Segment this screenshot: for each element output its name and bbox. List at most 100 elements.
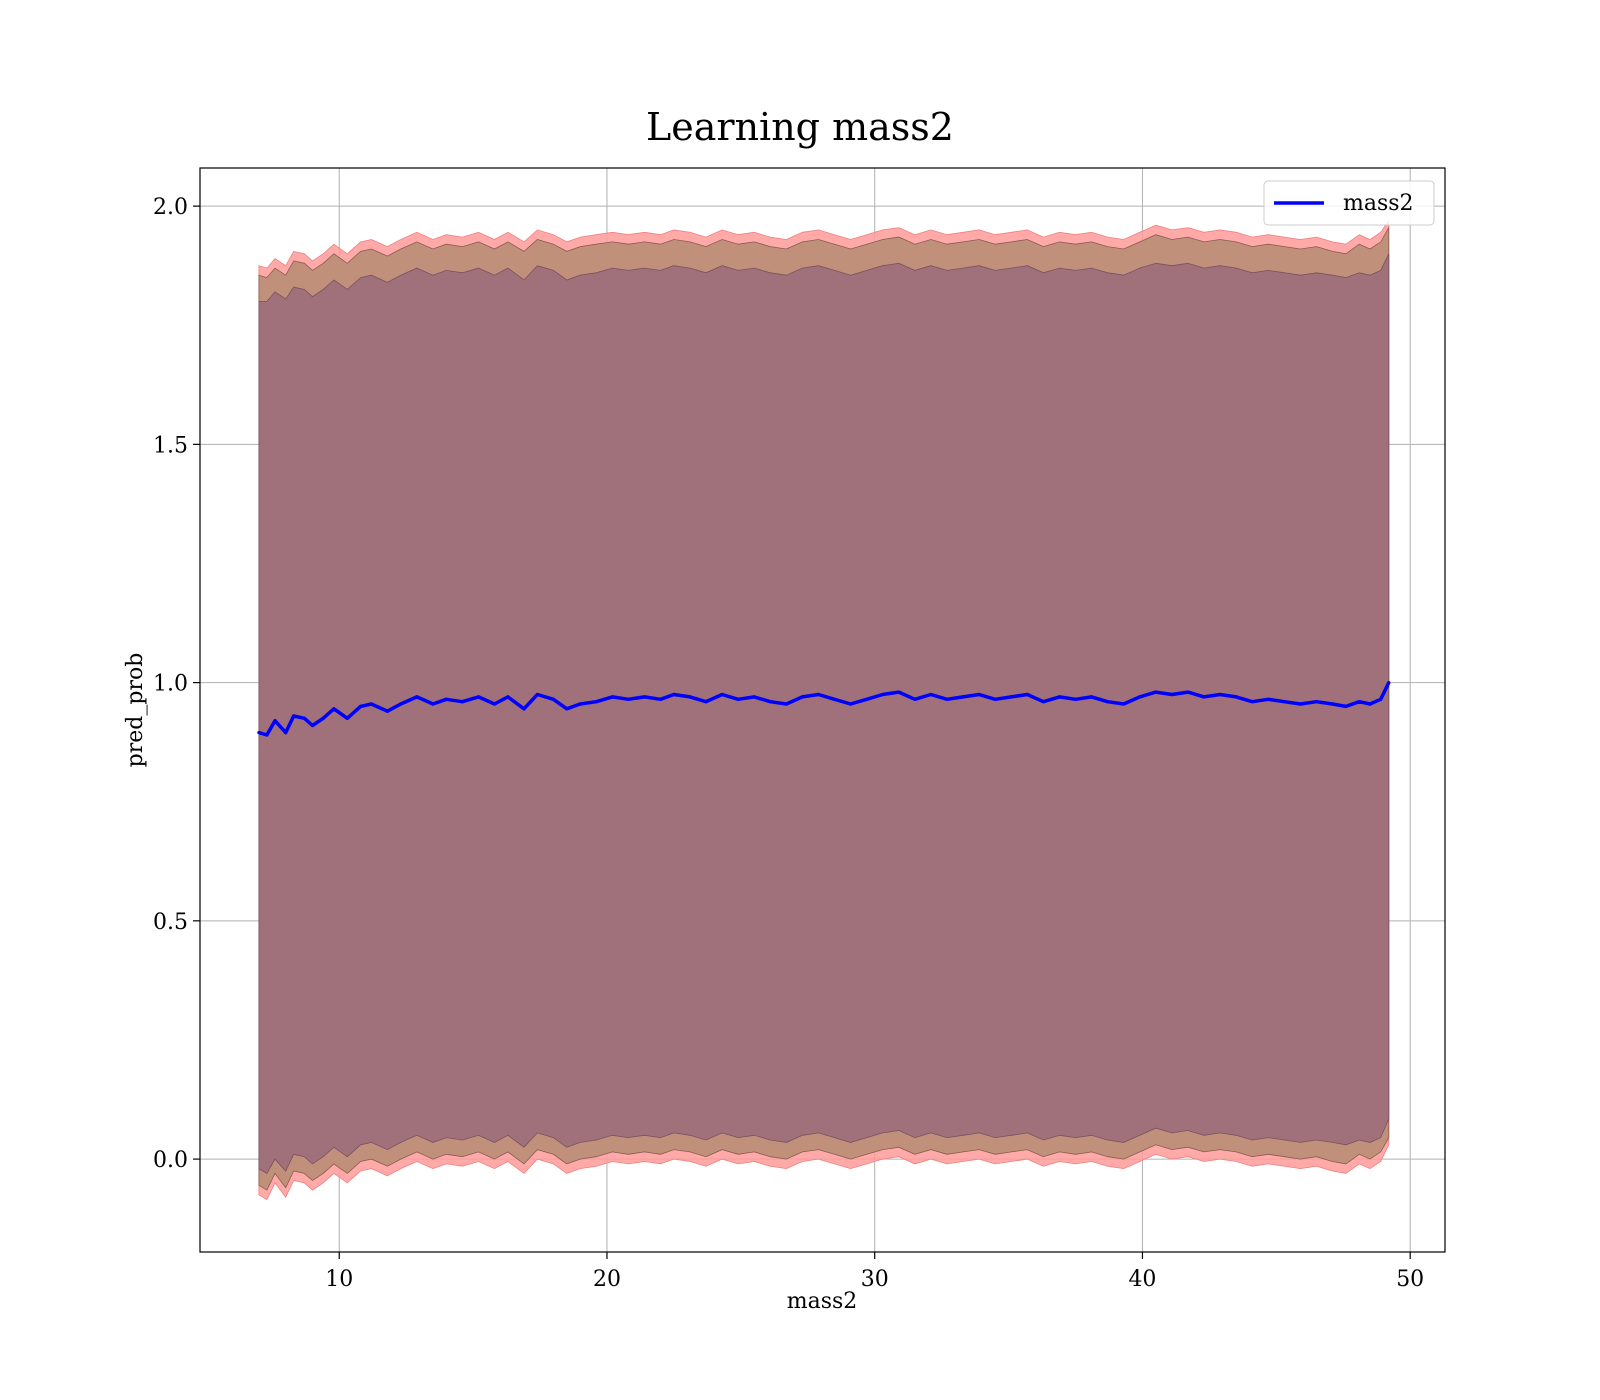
data-point	[522, 707, 526, 711]
data-point	[752, 695, 756, 699]
plot-frame	[199, 167, 1446, 1253]
x-axis-label: mass2	[787, 1289, 858, 1314]
data-point	[849, 702, 853, 706]
data-point	[1025, 692, 1029, 697]
data-point	[768, 700, 772, 704]
y-tick-label: 1.0	[153, 672, 188, 697]
data-point	[594, 700, 598, 704]
data-point	[961, 695, 965, 699]
data-point	[321, 716, 325, 720]
data-point	[1073, 697, 1078, 701]
data-point	[1090, 695, 1094, 699]
y-axis-label: pred_prob	[123, 653, 148, 768]
x-tick-label: 20	[593, 1267, 621, 1292]
y-tick-label: 0.0	[153, 1148, 188, 1173]
x-tick-label: 40	[1128, 1267, 1156, 1292]
y-tick-label: 1.5	[153, 433, 188, 458]
data-point	[1009, 695, 1013, 699]
x-tick-label: 10	[325, 1267, 353, 1292]
data-point	[578, 702, 582, 706]
data-point	[1357, 700, 1361, 704]
data-point	[736, 697, 740, 701]
data-point	[415, 695, 419, 699]
series-line-mass2	[258, 681, 1391, 737]
data-point	[704, 700, 708, 704]
data-point	[302, 716, 306, 720]
series-lines	[257, 681, 1391, 737]
data-point	[1122, 702, 1126, 706]
data-point	[1106, 700, 1110, 704]
data-point	[1330, 702, 1335, 706]
data-point	[832, 697, 837, 701]
data-point	[720, 692, 724, 697]
data-point	[816, 692, 821, 697]
legend: mass2	[1263, 180, 1435, 226]
data-point	[345, 716, 349, 720]
data-point	[658, 697, 663, 701]
data-point	[610, 695, 614, 699]
data-point	[273, 719, 277, 723]
data-point	[688, 695, 692, 699]
data-point	[1282, 700, 1286, 704]
confidence-bands	[258, 219, 1390, 1201]
ticks: 10 20 30 40 50 0.0 0.5 1.0 1.5 2.0	[153, 195, 1424, 1292]
data-point	[332, 707, 336, 711]
x-tick-label: 50	[1396, 1267, 1424, 1292]
data-point	[399, 702, 403, 706]
data-point	[897, 690, 901, 694]
data-point	[1041, 700, 1045, 704]
data-point	[945, 697, 949, 701]
data-point	[535, 692, 540, 697]
data-point	[310, 723, 315, 728]
data-point	[1218, 692, 1222, 697]
data-point	[292, 714, 296, 718]
data-point	[1298, 702, 1302, 706]
data-point	[1266, 697, 1270, 701]
data-point	[551, 697, 556, 701]
data-point	[565, 707, 569, 711]
data-point	[1379, 697, 1383, 701]
data-point	[431, 702, 435, 706]
chart-title: Learning mass2	[646, 105, 954, 149]
data-point	[800, 695, 805, 699]
y-tick-label: 2.0	[153, 195, 188, 220]
data-point	[881, 692, 885, 697]
data-point	[672, 692, 676, 697]
data-point	[913, 697, 917, 701]
data-point	[865, 697, 869, 701]
data-point	[460, 700, 464, 704]
data-point	[784, 702, 789, 706]
data-point	[444, 697, 448, 701]
data-point	[1186, 690, 1190, 694]
legend-label-mass2: mass2	[1343, 191, 1414, 216]
data-point	[1234, 695, 1238, 699]
data-point	[265, 733, 269, 737]
band-core	[258, 253, 1390, 1174]
data-point	[1057, 695, 1062, 699]
data-point	[626, 697, 631, 701]
data-point	[929, 692, 933, 697]
data-point	[1170, 692, 1174, 697]
data-point	[1314, 700, 1319, 704]
data-point	[506, 695, 510, 699]
data-point	[369, 702, 373, 706]
data-point	[257, 731, 261, 735]
data-point	[1202, 695, 1206, 699]
data-point	[385, 709, 389, 713]
data-point	[1138, 695, 1142, 699]
data-point	[284, 731, 288, 735]
data-point	[1368, 702, 1372, 706]
y-tick-label: 0.5	[153, 910, 188, 935]
data-point	[1344, 704, 1348, 709]
data-point	[1387, 681, 1391, 685]
data-point	[642, 695, 647, 699]
data-point	[1154, 690, 1158, 694]
data-point	[993, 697, 997, 701]
data-point	[492, 702, 497, 706]
x-tick-label: 30	[861, 1267, 889, 1292]
data-point	[476, 695, 481, 699]
data-point	[1250, 700, 1254, 704]
data-point	[359, 704, 363, 709]
legend-frame	[1263, 180, 1435, 226]
